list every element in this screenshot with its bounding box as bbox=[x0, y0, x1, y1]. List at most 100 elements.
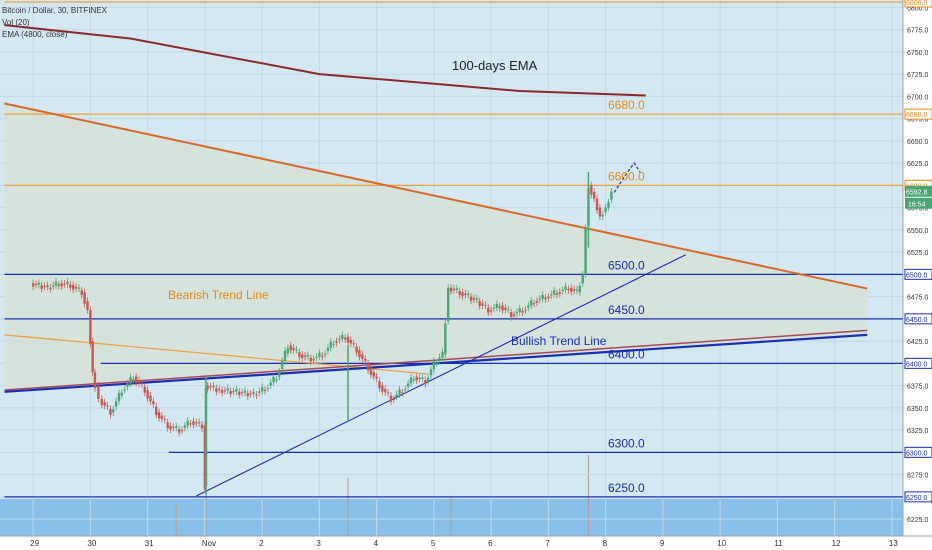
ema-indicator-label[interactable]: EMA (4800, close) bbox=[2, 30, 68, 39]
candle-body bbox=[57, 284, 61, 286]
candle-body bbox=[535, 301, 539, 303]
candle-body bbox=[352, 343, 355, 345]
candle-body bbox=[177, 428, 181, 433]
candle-body bbox=[487, 307, 490, 313]
candle-body bbox=[263, 389, 267, 391]
price-tick-label: 6425.0 bbox=[907, 339, 929, 346]
candle-body bbox=[246, 393, 250, 397]
price-tag bbox=[904, 491, 932, 503]
candle-body bbox=[564, 286, 567, 290]
volume-indicator-label[interactable]: Vol (20) bbox=[2, 18, 30, 27]
price-tick-label: 6525.0 bbox=[907, 250, 929, 257]
candle-body bbox=[212, 385, 215, 388]
candle-body bbox=[217, 389, 221, 391]
candle-body bbox=[349, 339, 353, 344]
candle-body bbox=[172, 426, 175, 428]
time-tick-label: 3 bbox=[316, 539, 321, 548]
time-tick-label: 4 bbox=[374, 539, 379, 548]
price-tag bbox=[904, 0, 932, 8]
time-tick-label: 31 bbox=[145, 539, 154, 548]
price-tag bbox=[904, 313, 932, 325]
time-tick-label: Nov bbox=[202, 539, 216, 548]
candle-body bbox=[258, 391, 261, 393]
candle-body bbox=[478, 301, 481, 306]
bearish-annotation: Bearish Trend Line bbox=[168, 288, 269, 302]
candle-body bbox=[481, 303, 484, 306]
candle-body bbox=[444, 323, 447, 355]
time-tick-label: 2 bbox=[259, 539, 264, 548]
candle-body bbox=[152, 401, 155, 405]
level-label-6250: 6250.0 bbox=[608, 481, 645, 495]
time-tick-label: 11 bbox=[774, 539, 783, 548]
candle-body bbox=[195, 422, 198, 424]
bearish-resistance-line bbox=[4, 102, 868, 290]
price-tag-label: 6500.0 bbox=[906, 272, 928, 279]
candle-body bbox=[186, 420, 189, 426]
candle-body bbox=[392, 398, 395, 400]
candle-body bbox=[369, 367, 373, 375]
candle-body bbox=[323, 353, 327, 355]
candle-body bbox=[355, 346, 358, 353]
candle-body bbox=[346, 336, 350, 343]
price-tick-label: 6550.0 bbox=[907, 228, 929, 235]
level-label-6600: 6600.0 bbox=[608, 169, 645, 183]
candle-body bbox=[143, 386, 146, 393]
candle-body bbox=[163, 418, 166, 420]
candle-body bbox=[446, 287, 450, 322]
candle-body bbox=[541, 295, 544, 299]
candle-body bbox=[389, 395, 393, 402]
candle-body bbox=[329, 341, 333, 348]
candle-body bbox=[532, 303, 536, 305]
candle-body bbox=[469, 296, 473, 301]
candle-body bbox=[570, 287, 573, 292]
chart-symbol-title[interactable]: Bitcoin / Dollar, 30, BITFINEX bbox=[2, 6, 107, 15]
candle-body bbox=[252, 391, 255, 395]
candle-body bbox=[140, 383, 144, 385]
candle-body bbox=[229, 390, 232, 394]
current-price-tag bbox=[905, 185, 932, 197]
candle-body bbox=[610, 191, 613, 200]
time-tick-label: 9 bbox=[660, 539, 665, 548]
wedge-shading bbox=[4, 103, 868, 392]
candle-body bbox=[458, 291, 461, 295]
level-label-6300: 6300.0 bbox=[608, 436, 645, 450]
candle-body bbox=[289, 345, 292, 351]
candle-body bbox=[401, 392, 404, 394]
candle-body bbox=[37, 282, 41, 285]
time-tick-label: 29 bbox=[30, 539, 39, 548]
candle-body bbox=[538, 298, 541, 300]
candle-body bbox=[72, 285, 75, 290]
candle-body bbox=[117, 392, 121, 402]
time-tick-label: 12 bbox=[832, 539, 841, 548]
candle-body bbox=[527, 305, 530, 308]
candle-body bbox=[318, 352, 321, 357]
candle-body bbox=[192, 421, 195, 425]
candle-body bbox=[489, 309, 493, 312]
candle-body bbox=[86, 301, 89, 310]
candle-body bbox=[315, 356, 318, 358]
candle-body bbox=[421, 377, 424, 379]
candle-body bbox=[547, 296, 550, 299]
level-label-6400: 6400.0 bbox=[608, 347, 645, 361]
candle-body bbox=[312, 358, 315, 361]
bullish-channel-line-red bbox=[4, 329, 868, 391]
candle-body bbox=[301, 354, 304, 359]
price-tick-label: 6275.0 bbox=[907, 473, 929, 480]
candle-body bbox=[572, 289, 576, 291]
candle-body bbox=[363, 358, 367, 361]
price-tick-label: 6750.0 bbox=[907, 50, 929, 57]
candle-body bbox=[492, 307, 496, 309]
candle-body bbox=[341, 335, 344, 339]
candle-body bbox=[169, 425, 172, 430]
price-tick-label: 6325.0 bbox=[907, 428, 929, 435]
candle-body bbox=[381, 385, 384, 392]
candle-body bbox=[132, 379, 135, 381]
price-tick-label: 6475.0 bbox=[907, 295, 929, 302]
candle-body bbox=[295, 349, 298, 351]
candle-body bbox=[607, 202, 610, 208]
candle-body bbox=[512, 314, 516, 316]
price-tick-label: 6625.0 bbox=[907, 161, 929, 168]
candle-body bbox=[91, 341, 94, 373]
